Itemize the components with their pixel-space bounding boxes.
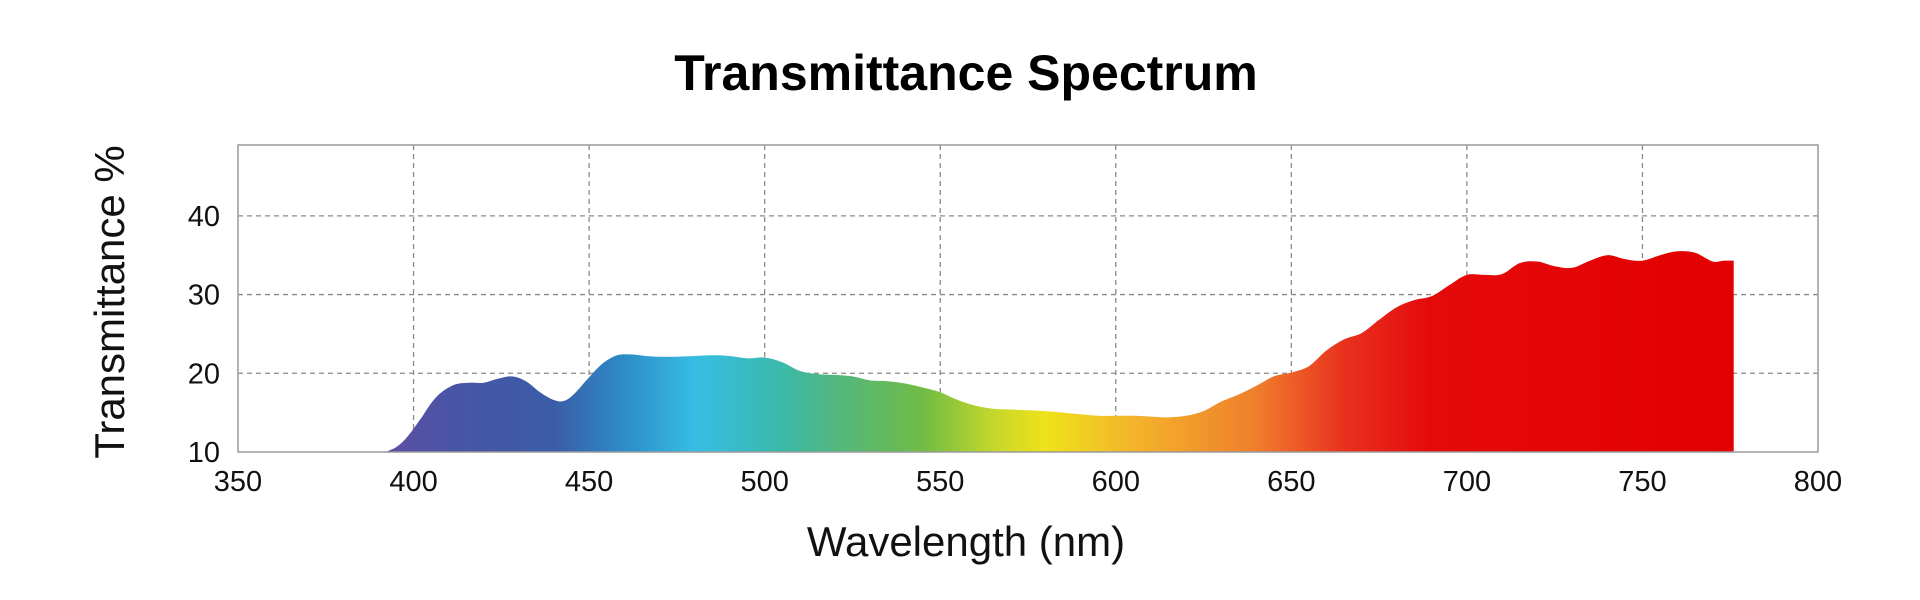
y-tick-label: 30 — [188, 280, 220, 312]
x-tick-label: 350 — [214, 466, 262, 498]
x-tick-label: 400 — [389, 466, 437, 498]
y-tick-label: 10 — [188, 437, 220, 469]
y-axis-label: Transmittance % — [86, 145, 133, 459]
x-tick-label: 800 — [1794, 466, 1842, 498]
x-tick-label: 750 — [1618, 466, 1666, 498]
chart-title: Transmittance Spectrum — [674, 45, 1258, 101]
y-tick-label: 40 — [188, 201, 220, 233]
y-axis-ticks: 10 20 30 40 — [188, 201, 220, 469]
y-tick-label: 20 — [188, 358, 220, 390]
x-axis-ticks: 350 400 450 500 550 600 650 700 750 800 — [214, 466, 1842, 498]
x-tick-label: 450 — [565, 466, 613, 498]
x-axis-label: Wavelength (nm) — [807, 518, 1125, 565]
transmittance-area — [385, 251, 1734, 452]
x-tick-label: 650 — [1267, 466, 1315, 498]
x-tick-label: 500 — [740, 466, 788, 498]
x-tick-label: 600 — [1092, 466, 1140, 498]
x-tick-label: 700 — [1443, 466, 1491, 498]
x-tick-label: 550 — [916, 466, 964, 498]
plot-area-frame — [237, 144, 1819, 453]
